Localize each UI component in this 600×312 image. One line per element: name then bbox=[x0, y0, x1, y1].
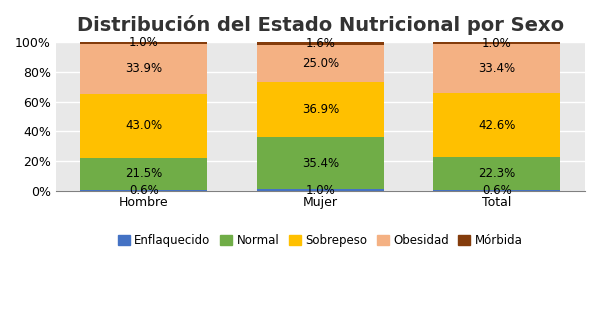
Text: 21.5%: 21.5% bbox=[125, 168, 163, 180]
Text: 1.0%: 1.0% bbox=[482, 37, 512, 50]
Bar bbox=[433, 42, 560, 44]
Text: 0.6%: 0.6% bbox=[482, 184, 512, 197]
Bar bbox=[80, 158, 208, 190]
Text: 1.6%: 1.6% bbox=[305, 37, 335, 50]
Bar bbox=[433, 157, 560, 190]
Text: 33.4%: 33.4% bbox=[478, 62, 515, 75]
Text: 35.4%: 35.4% bbox=[302, 157, 339, 169]
Bar bbox=[257, 137, 384, 189]
Text: 22.3%: 22.3% bbox=[478, 167, 515, 180]
Text: 43.0%: 43.0% bbox=[125, 119, 163, 133]
Text: 1.0%: 1.0% bbox=[305, 183, 335, 197]
Text: 36.9%: 36.9% bbox=[302, 103, 339, 116]
Legend: Enflaquecido, Normal, Sobrepeso, Obesidad, Mórbida: Enflaquecido, Normal, Sobrepeso, Obesida… bbox=[113, 229, 527, 252]
Text: 42.6%: 42.6% bbox=[478, 119, 515, 132]
Bar bbox=[257, 82, 384, 137]
Text: 25.0%: 25.0% bbox=[302, 57, 339, 70]
Bar bbox=[433, 190, 560, 191]
Bar bbox=[80, 190, 208, 191]
Text: 1.0%: 1.0% bbox=[129, 37, 159, 49]
Text: 33.9%: 33.9% bbox=[125, 62, 163, 75]
Title: Distribución del Estado Nutricional por Sexo: Distribución del Estado Nutricional por … bbox=[77, 15, 564, 35]
Bar bbox=[257, 45, 384, 82]
Bar bbox=[433, 93, 560, 157]
Bar bbox=[80, 44, 208, 94]
Bar bbox=[80, 94, 208, 158]
Bar bbox=[80, 42, 208, 44]
Bar bbox=[257, 189, 384, 191]
Text: 0.6%: 0.6% bbox=[129, 184, 159, 197]
Bar bbox=[257, 42, 384, 45]
Bar bbox=[433, 44, 560, 93]
